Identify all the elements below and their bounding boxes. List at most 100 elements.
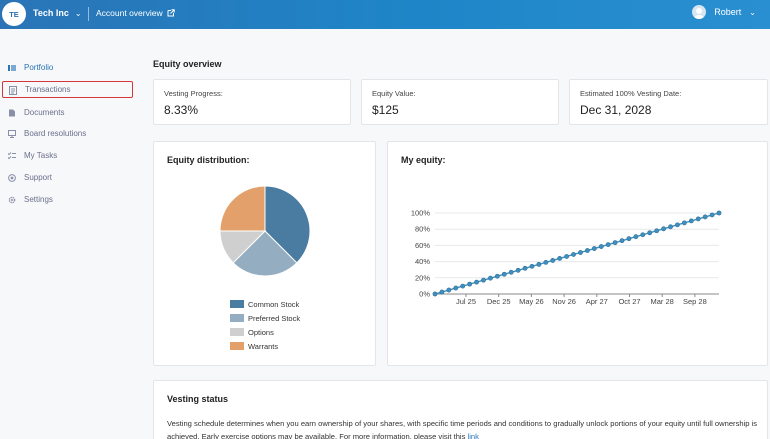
data-point[interactable] xyxy=(515,267,521,273)
data-point[interactable] xyxy=(709,212,715,218)
top-bar: TE Tech Inc ⌄ Account overview Robert ⌄ xyxy=(0,0,770,29)
legend-swatch xyxy=(230,314,244,322)
gear-icon xyxy=(8,196,16,204)
data-point[interactable] xyxy=(536,261,542,267)
data-point[interactable] xyxy=(488,275,493,281)
data-point[interactable] xyxy=(453,285,459,291)
sidebar-item-label: Settings xyxy=(24,195,53,204)
tasks-icon xyxy=(7,151,16,160)
sidebar-item-label: Documents xyxy=(24,108,65,117)
data-point[interactable] xyxy=(716,210,722,216)
data-point[interactable] xyxy=(550,258,556,263)
data-point[interactable] xyxy=(508,269,514,275)
data-point[interactable] xyxy=(619,238,625,244)
data-point[interactable] xyxy=(522,265,528,271)
external-link-icon xyxy=(167,9,175,17)
data-point[interactable] xyxy=(578,250,583,255)
support-icon xyxy=(8,173,16,182)
vesting-description-text: Vesting schedule determines when you ear… xyxy=(167,419,758,439)
legend-swatch xyxy=(230,328,244,336)
data-point[interactable] xyxy=(481,277,486,283)
data-point[interactable] xyxy=(640,232,646,238)
legend-swatch xyxy=(230,300,244,308)
chevron-down-icon: ⌄ xyxy=(749,7,756,17)
data-point[interactable] xyxy=(557,256,563,261)
pie-slice-common-stock[interactable] xyxy=(264,185,311,264)
data-point[interactable] xyxy=(661,226,666,232)
card-value: $125 xyxy=(372,103,399,117)
transactions-icon xyxy=(9,85,17,95)
data-point[interactable] xyxy=(605,242,611,248)
data-point[interactable] xyxy=(688,218,694,224)
data-point[interactable] xyxy=(474,279,479,285)
data-point[interactable] xyxy=(702,214,708,220)
data-point[interactable] xyxy=(633,234,639,240)
data-point[interactable] xyxy=(571,252,576,257)
user-menu[interactable]: Robert ⌄ xyxy=(692,5,756,19)
sidebar-item-documents[interactable]: Documents xyxy=(2,104,133,121)
data-point[interactable] xyxy=(529,263,535,269)
panel-title: Equity distribution: xyxy=(167,155,250,165)
panel-title: My equity: xyxy=(401,155,446,165)
company-name: Tech Inc xyxy=(33,8,69,18)
data-point[interactable] xyxy=(467,281,473,287)
sidebar-item-label: Transactions xyxy=(25,85,71,94)
chevron-down-icon: ⌄ xyxy=(74,8,82,18)
sidebar-item-support[interactable]: Support xyxy=(2,169,133,186)
sidebar-item-label: Board resolutions xyxy=(24,129,87,138)
pie-slice-warrants[interactable] xyxy=(219,185,266,232)
legend-label: Options xyxy=(248,327,274,337)
y-tick-label: 0% xyxy=(419,290,430,299)
line-chart: 0% 20% 40% 60% 80% 100% Jul 25 Dec 25 May 26 Nov … xyxy=(411,209,722,306)
data-point[interactable] xyxy=(695,216,701,222)
legend-label: Common Stock xyxy=(248,299,300,309)
avatar xyxy=(692,5,707,19)
vesting-progress-card: Vesting Progress: 8.33% xyxy=(153,79,351,125)
data-point[interactable] xyxy=(647,230,653,236)
sidebar-item-portfolio[interactable]: Portfolio xyxy=(2,59,133,76)
header-divider xyxy=(88,7,89,21)
sidebar-item-label: Support xyxy=(24,173,53,182)
y-tick-label: 100% xyxy=(411,209,431,218)
data-point[interactable] xyxy=(543,259,549,265)
data-point[interactable] xyxy=(612,240,618,246)
company-switcher[interactable]: Tech Inc ⌄ xyxy=(33,8,82,18)
data-point[interactable] xyxy=(681,220,687,226)
company-logo[interactable]: TE xyxy=(2,2,26,26)
sidebar-item-label: My Tasks xyxy=(24,151,58,160)
vesting-info-link[interactable]: link xyxy=(467,432,479,439)
sidebar: Portfolio Transactions Documents Board r… xyxy=(0,29,140,439)
pie-slice-preferred-stock[interactable] xyxy=(232,230,298,277)
data-point[interactable] xyxy=(564,254,570,259)
sidebar-item-transactions[interactable]: Transactions xyxy=(2,81,133,98)
data-point[interactable] xyxy=(584,248,590,253)
data-point[interactable] xyxy=(460,283,466,289)
y-tick-label: 80% xyxy=(415,225,430,234)
data-point[interactable] xyxy=(432,291,438,297)
vesting-status-panel: Vesting status Vesting schedule determin… xyxy=(153,380,768,439)
legend-swatch xyxy=(230,342,244,350)
data-point[interactable] xyxy=(654,228,660,234)
data-point[interactable] xyxy=(675,222,680,228)
data-point[interactable] xyxy=(591,246,597,251)
data-point[interactable] xyxy=(626,236,632,242)
documents-icon xyxy=(8,109,16,117)
sidebar-item-board-resolutions[interactable]: Board resolutions xyxy=(2,125,133,142)
x-tick-label: Jul 25 xyxy=(456,297,476,306)
data-point[interactable] xyxy=(494,273,500,279)
x-tick-label: Dec 25 xyxy=(487,297,511,306)
data-point[interactable] xyxy=(668,224,673,230)
data-point[interactable] xyxy=(598,244,604,249)
x-tick-label: Mar 28 xyxy=(651,297,674,306)
account-overview-link[interactable]: Account overview xyxy=(96,8,175,18)
data-point[interactable] xyxy=(446,287,452,293)
legend-item-common: Common Stock xyxy=(230,297,300,311)
card-label: Estimated 100% Vesting Date: xyxy=(580,89,682,98)
legend-item-preferred: Preferred Stock xyxy=(230,311,300,325)
sidebar-item-my-tasks[interactable]: My Tasks xyxy=(2,147,133,164)
data-point[interactable] xyxy=(501,271,507,277)
account-overview-label: Account overview xyxy=(96,8,163,18)
data-point[interactable] xyxy=(439,289,445,295)
sidebar-item-settings[interactable]: Settings xyxy=(2,191,133,208)
user-name: Robert xyxy=(714,7,742,17)
